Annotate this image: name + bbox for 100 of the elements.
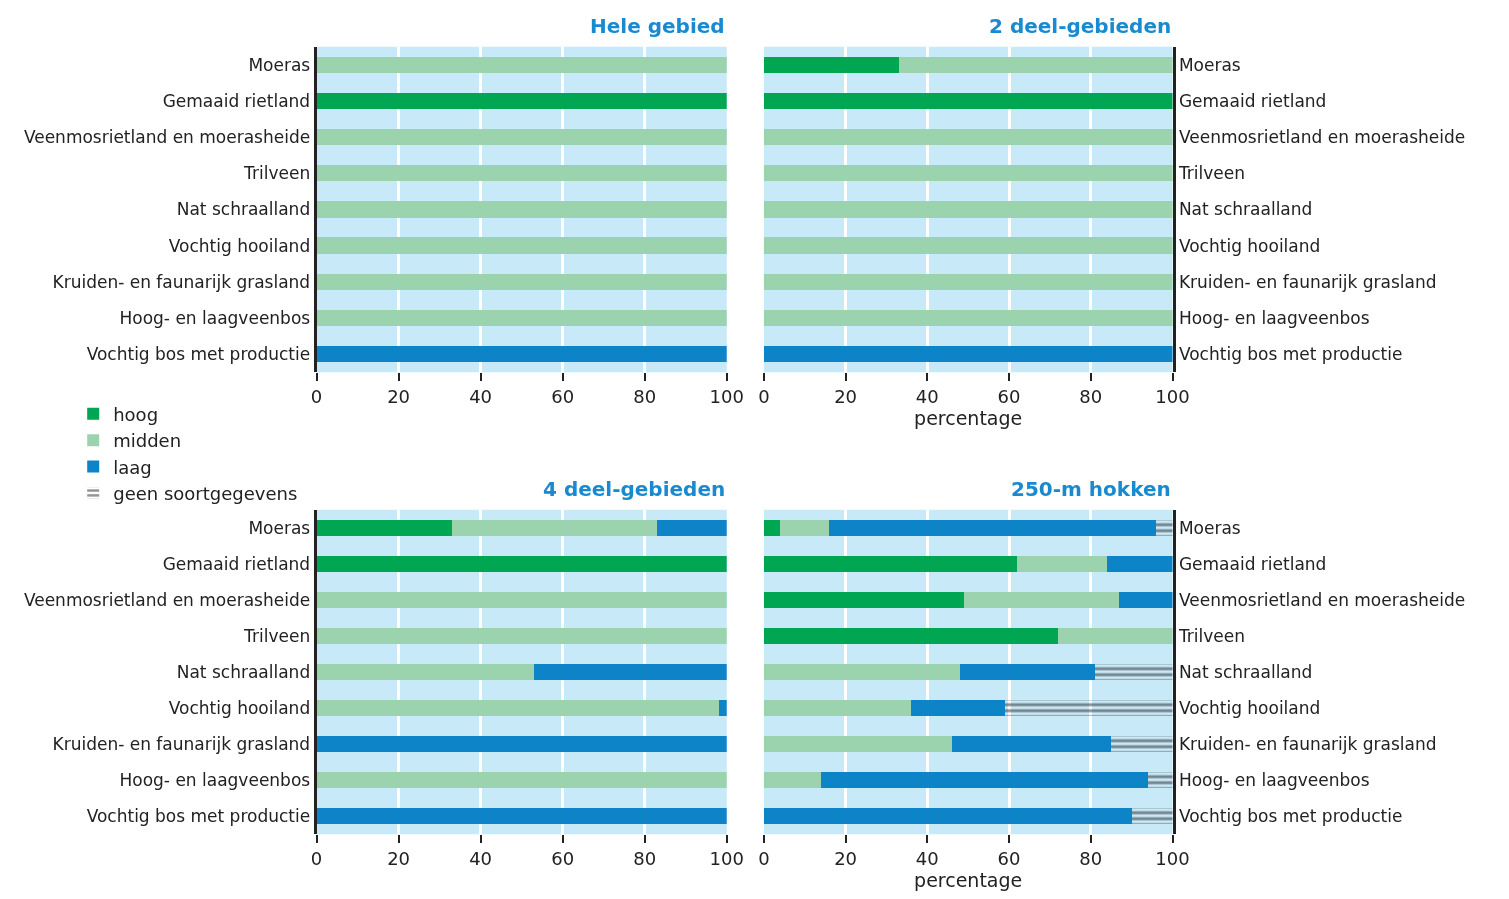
x-tick-label: 80 — [633, 847, 657, 869]
x-tick-label: 80 — [1079, 385, 1103, 407]
bar — [763, 519, 781, 536]
bar — [1107, 555, 1173, 572]
y-tick-label: Hoog- en laagveenbos — [119, 770, 311, 791]
legend-label: hoog — [113, 403, 159, 425]
bar — [1004, 699, 1173, 717]
y-tick-label: Moeras — [1178, 517, 1241, 538]
bar — [763, 555, 1018, 572]
bar — [1058, 627, 1173, 645]
x-tick-label: 80 — [1079, 847, 1103, 869]
y-tick-label: Vochtig bos met productie — [1178, 344, 1403, 365]
x-tick-label: 20 — [834, 385, 858, 407]
bar — [960, 663, 1095, 681]
y-tick-label: Kruiden- en faunarijk grasland — [1178, 734, 1437, 755]
x-tick-label: 0 — [310, 385, 323, 407]
chart-title: 250-m hokken — [1011, 477, 1171, 501]
bar — [763, 663, 961, 681]
bar — [763, 808, 1132, 825]
x-tick-label: 40 — [915, 385, 939, 407]
bar — [1094, 663, 1173, 681]
x-tick-label: 40 — [915, 847, 939, 869]
x-tick-label: 20 — [387, 385, 411, 407]
y-tick-label: Vochtig hooiland — [168, 698, 311, 719]
bar — [656, 519, 727, 536]
y-tick-label: Vochtig bos met productie — [86, 344, 311, 365]
y-tick-label: Nat schraalland — [176, 199, 311, 220]
bar — [316, 627, 727, 645]
bar — [763, 591, 965, 608]
y-tick-label: Gemaaid rietland — [162, 90, 311, 111]
chart-title: Hele gebied — [590, 14, 725, 38]
bar — [964, 591, 1120, 608]
bar — [1156, 519, 1173, 536]
y-tick-label: Nat schraalland — [1178, 661, 1313, 682]
bar — [1119, 591, 1173, 608]
y-tick-label: Hoog- en laagveenbos — [1178, 307, 1370, 328]
y-tick-label: Hoog- en laagveenbos — [1178, 770, 1370, 791]
bar — [951, 736, 1112, 753]
y-tick-label: Kruiden- en faunarijk grasland — [52, 271, 311, 292]
bar — [316, 555, 727, 572]
bar — [763, 736, 952, 753]
x-tick-label: 40 — [469, 847, 493, 869]
bar — [316, 772, 727, 789]
y-tick-label: Trilveen — [243, 163, 311, 184]
y-tick-label: Veenmosrietland en moerasheide — [1178, 589, 1466, 610]
bar — [910, 699, 1005, 717]
y-tick-label: Trilveen — [1177, 163, 1245, 184]
y-tick-label: Vochtig hooiland — [168, 235, 311, 256]
x-tick-label: 0 — [758, 385, 770, 407]
x-tick-label: 60 — [997, 385, 1021, 407]
bar — [451, 519, 657, 536]
bar — [533, 663, 727, 681]
y-tick-label: Trilveen — [243, 625, 311, 646]
chart-title: 2 deel-gebieden — [989, 14, 1172, 38]
x-tick-label: 60 — [997, 847, 1021, 869]
x-tick-label: 100 — [1155, 847, 1190, 869]
x-tick-label: 0 — [758, 847, 770, 869]
x-axis-title: percentage — [914, 406, 1023, 429]
x-tick-label: 80 — [633, 385, 657, 407]
bar — [780, 519, 830, 536]
bar — [1017, 555, 1108, 572]
bar — [316, 736, 727, 753]
bar — [821, 772, 1148, 789]
x-tick-label: 0 — [310, 847, 323, 869]
y-tick-label: Kruiden- en faunarijk grasland — [52, 734, 311, 755]
bar — [316, 808, 727, 825]
bar — [763, 699, 911, 717]
y-tick-label: Gemaaid rietland — [162, 553, 311, 574]
y-tick-label: Gemaaid rietland — [1178, 90, 1327, 111]
bar — [316, 591, 727, 608]
bar — [1131, 808, 1173, 825]
x-tick-label: 100 — [1155, 385, 1190, 407]
bar — [763, 772, 822, 789]
x-tick-label: 20 — [387, 847, 411, 869]
y-tick-label: Nat schraalland — [176, 661, 311, 682]
x-tick-label: 40 — [469, 385, 493, 407]
y-tick-label: Veenmosrietland en moerasheide — [1178, 127, 1466, 148]
bar — [1111, 736, 1173, 753]
y-tick-label: Kruiden- en faunarijk grasland — [1178, 271, 1437, 292]
bar — [829, 519, 1157, 536]
bar — [316, 519, 452, 536]
y-tick-label: Veenmosrietland en moerasheide — [23, 127, 311, 148]
y-tick-label: Hoog- en laagveenbos — [119, 307, 311, 328]
legend-label: midden — [113, 430, 182, 452]
x-tick-label: 60 — [551, 385, 575, 407]
y-tick-label: Moeras — [248, 517, 311, 538]
bar — [1147, 772, 1173, 789]
y-tick-label: Trilveen — [1177, 625, 1245, 646]
y-tick-label: Nat schraalland — [1178, 199, 1313, 220]
y-tick-label: Vochtig bos met productie — [1178, 806, 1403, 827]
y-tick-label: Moeras — [1178, 54, 1241, 75]
y-tick-label: Vochtig bos met productie — [86, 806, 311, 827]
y-tick-label: Vochtig hooiland — [1178, 235, 1321, 256]
legend-label: geen soortgegevens — [113, 482, 298, 504]
y-tick-label: Gemaaid rietland — [1178, 553, 1327, 574]
y-tick-label: Vochtig hooiland — [1178, 698, 1321, 719]
chart-title: 4 deel-gebieden — [543, 477, 726, 501]
x-tick-label: 100 — [709, 385, 744, 407]
bar — [316, 699, 719, 717]
x-tick-label: 100 — [709, 847, 744, 869]
